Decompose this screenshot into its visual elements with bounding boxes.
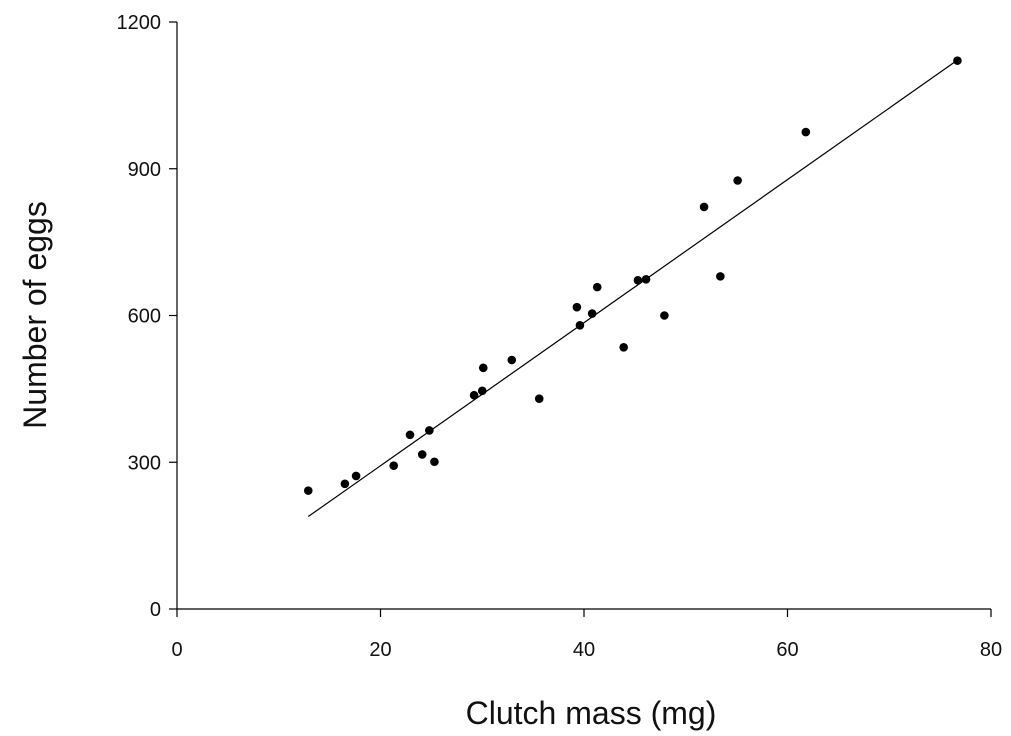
data-point (592, 282, 602, 292)
x-axis-title: Clutch mass (mg) (466, 695, 717, 731)
plot-area (303, 56, 962, 518)
data-point (477, 386, 487, 396)
data-point (716, 272, 725, 281)
data-point (389, 461, 399, 470)
data-point (572, 302, 582, 312)
data-point (340, 479, 350, 489)
data-point (660, 311, 669, 320)
y-tick-label: 600 (128, 306, 161, 328)
data-point (633, 275, 643, 285)
data-point (417, 450, 427, 459)
regression-line (307, 59, 958, 518)
data-point (699, 202, 709, 212)
data-point (303, 486, 313, 495)
data-point (587, 309, 597, 318)
data-point (641, 275, 651, 284)
data-point (953, 56, 962, 65)
data-point (801, 127, 811, 137)
y-axis-ticks: 0 300 600 900 1200 (117, 12, 177, 621)
data-point (405, 430, 415, 440)
data-point (733, 176, 742, 185)
data-point (351, 471, 361, 481)
data-point (619, 342, 628, 352)
data-point (425, 426, 434, 435)
x-tick-label: 80 (980, 639, 1002, 661)
y-tick-label: 0 (150, 599, 161, 621)
y-axis-title: Number of eggs (17, 201, 53, 429)
y-tick-label: 300 (128, 452, 161, 474)
data-point (534, 394, 544, 403)
x-tick-label: 60 (776, 639, 798, 661)
y-tick-label: 1200 (117, 12, 162, 34)
data-point (507, 355, 517, 365)
data-point (575, 320, 585, 330)
y-tick-label: 900 (128, 159, 161, 181)
x-tick-label: 0 (171, 639, 182, 661)
data-point (430, 457, 439, 467)
x-tick-label: 40 (573, 639, 595, 661)
data-point (478, 363, 488, 373)
x-tick-label: 20 (369, 639, 391, 661)
data-point (469, 390, 479, 400)
x-axis-ticks: 0 20 40 60 80 (171, 609, 1002, 661)
